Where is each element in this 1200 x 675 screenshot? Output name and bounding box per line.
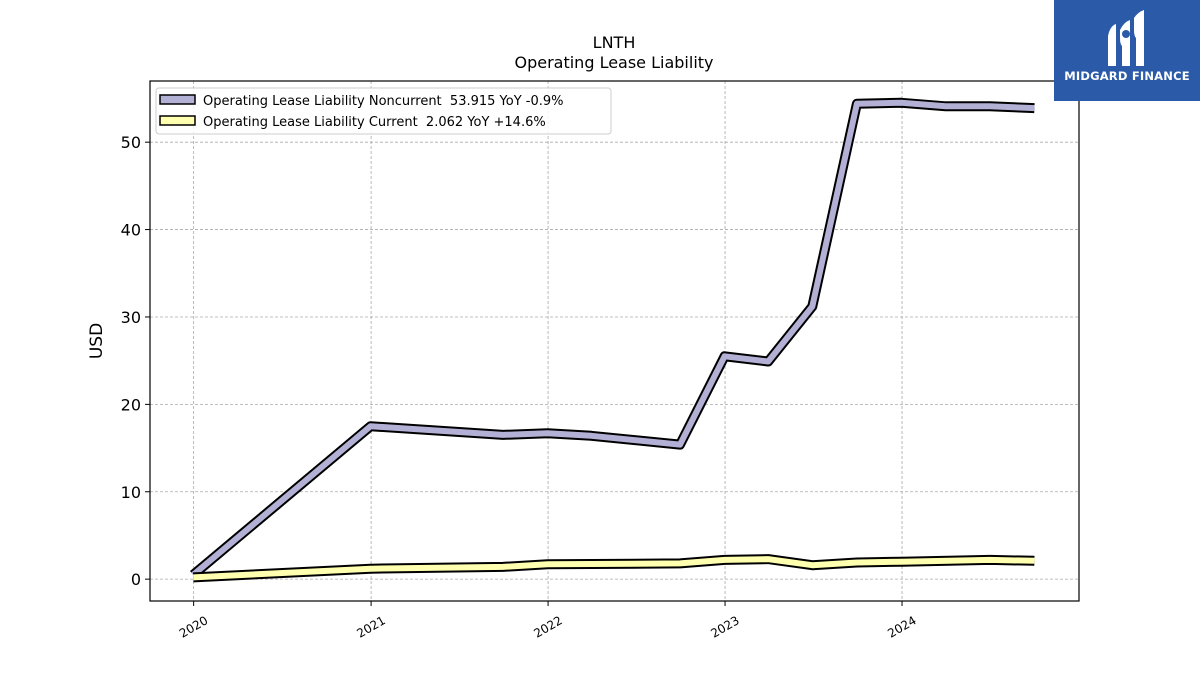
grid [150,81,1079,601]
y-tick-label: 30 [121,308,141,327]
series-line-outline [189,97,1035,579]
legend-label-current: Operating Lease Liability Current 2.062 … [203,115,546,130]
series-current [192,554,1035,583]
y-tick-label: 20 [121,395,141,414]
y-tick-label: 40 [121,221,141,240]
x-tick-label: 2023 [708,613,741,640]
x-tick-label: 2021 [354,613,387,640]
chart-title: LNTH [593,33,636,52]
y-tick-label: 0 [131,570,141,589]
plot-frame [149,80,1080,602]
series-line [191,99,1035,578]
legend-swatch-noncurrent [159,94,196,105]
series-layer [189,97,1035,583]
axes: 2020 2021 2022 2023 2024 0 10 20 30 40 50 [121,133,919,641]
legend-box [155,87,612,135]
legend-swatch-current [159,115,196,126]
y-axis-label: USD [87,323,107,359]
legend-label-noncurrent: Operating Lease Liability Noncurrent 53.… [203,94,564,109]
logo-text: MIDGARD FINANCE [1064,69,1190,83]
y-tick-label: 10 [121,483,141,502]
x-tick-label: 2020 [177,613,210,640]
brand-logo: MIDGARD FINANCE [1054,0,1200,101]
chart-subtitle: Operating Lease Liability [514,53,713,72]
legend: Operating Lease Liability Noncurrent 53.… [155,87,612,135]
series-line [193,556,1035,581]
x-tick-label: 2022 [531,613,564,640]
y-tick-label: 50 [121,133,141,152]
x-tick-label: 2024 [885,613,918,640]
midgard-logo-icon [1108,10,1144,66]
series-noncurrent [189,97,1035,579]
